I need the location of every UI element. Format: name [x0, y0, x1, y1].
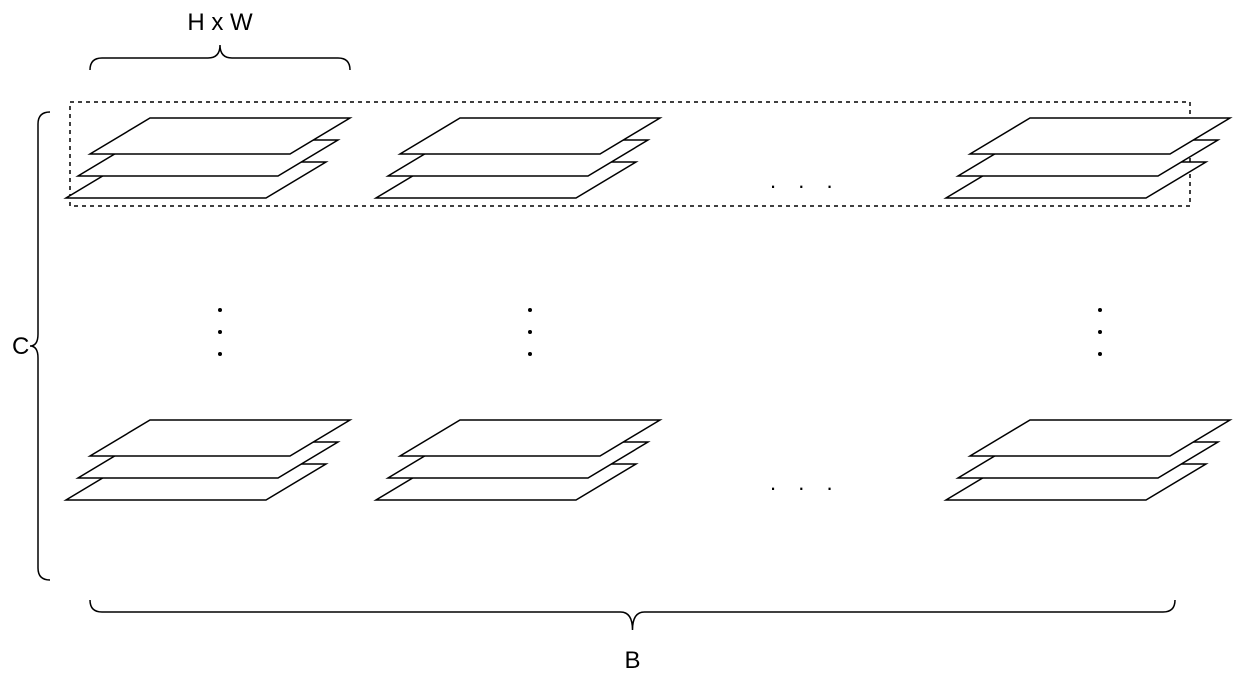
ellipsis-vertical-dot	[528, 352, 532, 356]
brace-b	[90, 600, 1175, 630]
ellipsis-vertical-dot	[1098, 308, 1102, 312]
ellipsis-vertical-dot	[218, 308, 222, 312]
label-b: B	[624, 647, 640, 674]
ellipsis-vertical-dot	[1098, 352, 1102, 356]
ellipsis-horizontal: . . .	[770, 168, 841, 193]
ellipsis-vertical-dot	[1098, 330, 1102, 334]
label-hw: H x W	[187, 9, 253, 36]
ellipsis-horizontal: . . .	[770, 470, 841, 495]
ellipsis-vertical-dot	[218, 352, 222, 356]
brace-c	[30, 112, 50, 580]
label-c: C	[12, 333, 29, 360]
brace-hw	[90, 45, 350, 70]
ellipsis-vertical-dot	[528, 308, 532, 312]
ellipsis-vertical-dot	[528, 330, 532, 334]
ellipsis-vertical-dot	[218, 330, 222, 334]
